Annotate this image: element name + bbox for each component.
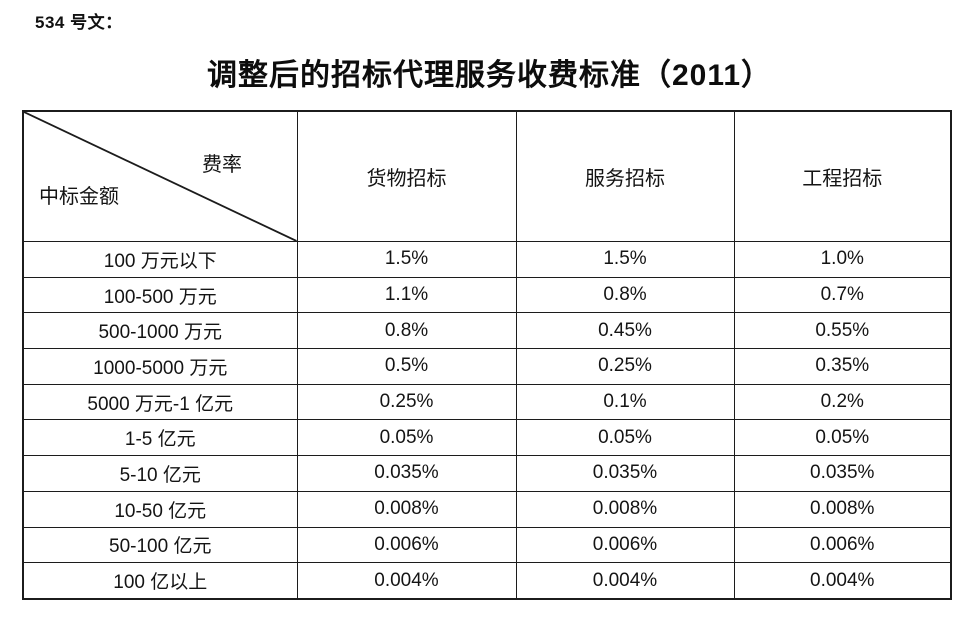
cell-value: 0.004% xyxy=(515,562,735,600)
cell-value: 0.8% xyxy=(515,276,735,314)
cell-value: 0.7% xyxy=(733,276,952,314)
table-row: 100 亿以上 0.004% 0.004% 0.004% xyxy=(22,562,952,600)
corner-label-amount: 中标金额 xyxy=(39,186,119,208)
cell-value: 0.008% xyxy=(733,490,952,528)
cell-value: 0.35% xyxy=(733,348,952,385)
table-header-row: 费率 中标金额 货物招标 服务招标 工程招标 xyxy=(22,110,952,242)
table-row: 5-10 亿元 0.035% 0.035% 0.035% xyxy=(22,455,952,492)
row-label: 50-100 亿元 xyxy=(22,526,298,564)
row-label: 100 亿以上 xyxy=(22,562,298,600)
table-row: 50-100 亿元 0.006% 0.006% 0.006% xyxy=(22,526,952,564)
cell-value: 1.5% xyxy=(296,241,517,278)
cell-value: 0.035% xyxy=(296,455,517,492)
cell-value: 1.1% xyxy=(296,276,517,314)
document-number-label: 534 号文： xyxy=(35,13,123,32)
row-label: 100 万元以下 xyxy=(22,241,298,278)
row-label: 5-10 亿元 xyxy=(22,455,298,492)
row-label: 100-500 万元 xyxy=(22,276,298,314)
cell-value: 0.006% xyxy=(515,526,735,564)
cell-value: 0.004% xyxy=(296,562,517,600)
cell-value: 0.45% xyxy=(515,312,735,350)
cell-value: 0.25% xyxy=(515,348,735,385)
cell-value: 0.05% xyxy=(733,419,952,457)
fee-rate-table: 费率 中标金额 货物招标 服务招标 工程招标 100 万元以下 1.5% 1.5… xyxy=(22,110,952,600)
cell-value: 0.1% xyxy=(515,383,735,421)
cell-value: 0.05% xyxy=(296,419,517,457)
cell-value: 0.05% xyxy=(515,419,735,457)
cell-value: 0.006% xyxy=(733,526,952,564)
cell-value: 1.0% xyxy=(733,241,952,278)
row-label: 5000 万元-1 亿元 xyxy=(22,383,298,421)
column-header-goods: 货物招标 xyxy=(296,110,517,242)
table-row: 1000-5000 万元 0.5% 0.25% 0.35% xyxy=(22,348,952,385)
corner-label-rate: 费率 xyxy=(202,154,242,176)
row-label: 500-1000 万元 xyxy=(22,312,298,350)
cell-value: 0.8% xyxy=(296,312,517,350)
cell-value: 0.5% xyxy=(296,348,517,385)
table-row: 100 万元以下 1.5% 1.5% 1.0% xyxy=(22,241,952,278)
cell-value: 0.008% xyxy=(296,490,517,528)
cell-value: 0.006% xyxy=(296,526,517,564)
table-row: 100-500 万元 1.1% 0.8% 0.7% xyxy=(22,276,952,314)
cell-value: 0.008% xyxy=(515,490,735,528)
diagonal-header-cell: 费率 中标金额 xyxy=(22,110,298,242)
table-row: 10-50 亿元 0.008% 0.008% 0.008% xyxy=(22,490,952,528)
cell-value: 0.25% xyxy=(296,383,517,421)
column-header-engineering: 工程招标 xyxy=(733,110,952,242)
table-row: 5000 万元-1 亿元 0.25% 0.1% 0.2% xyxy=(22,383,952,421)
page-title: 调整后的招标代理服务收费标准（2011） xyxy=(206,59,773,92)
row-label: 1000-5000 万元 xyxy=(22,348,298,385)
cell-value: 0.035% xyxy=(733,455,952,492)
column-header-service: 服务招标 xyxy=(515,110,735,242)
table-row: 500-1000 万元 0.8% 0.45% 0.55% xyxy=(22,312,952,350)
table-row: 1-5 亿元 0.05% 0.05% 0.05% xyxy=(22,419,952,457)
cell-value: 0.004% xyxy=(733,562,952,600)
row-label: 10-50 亿元 xyxy=(22,490,298,528)
cell-value: 1.5% xyxy=(515,241,735,278)
diagonal-divider-line xyxy=(24,112,296,241)
cell-value: 0.2% xyxy=(733,383,952,421)
row-label: 1-5 亿元 xyxy=(22,419,298,457)
cell-value: 0.035% xyxy=(515,455,735,492)
cell-value: 0.55% xyxy=(733,312,952,350)
